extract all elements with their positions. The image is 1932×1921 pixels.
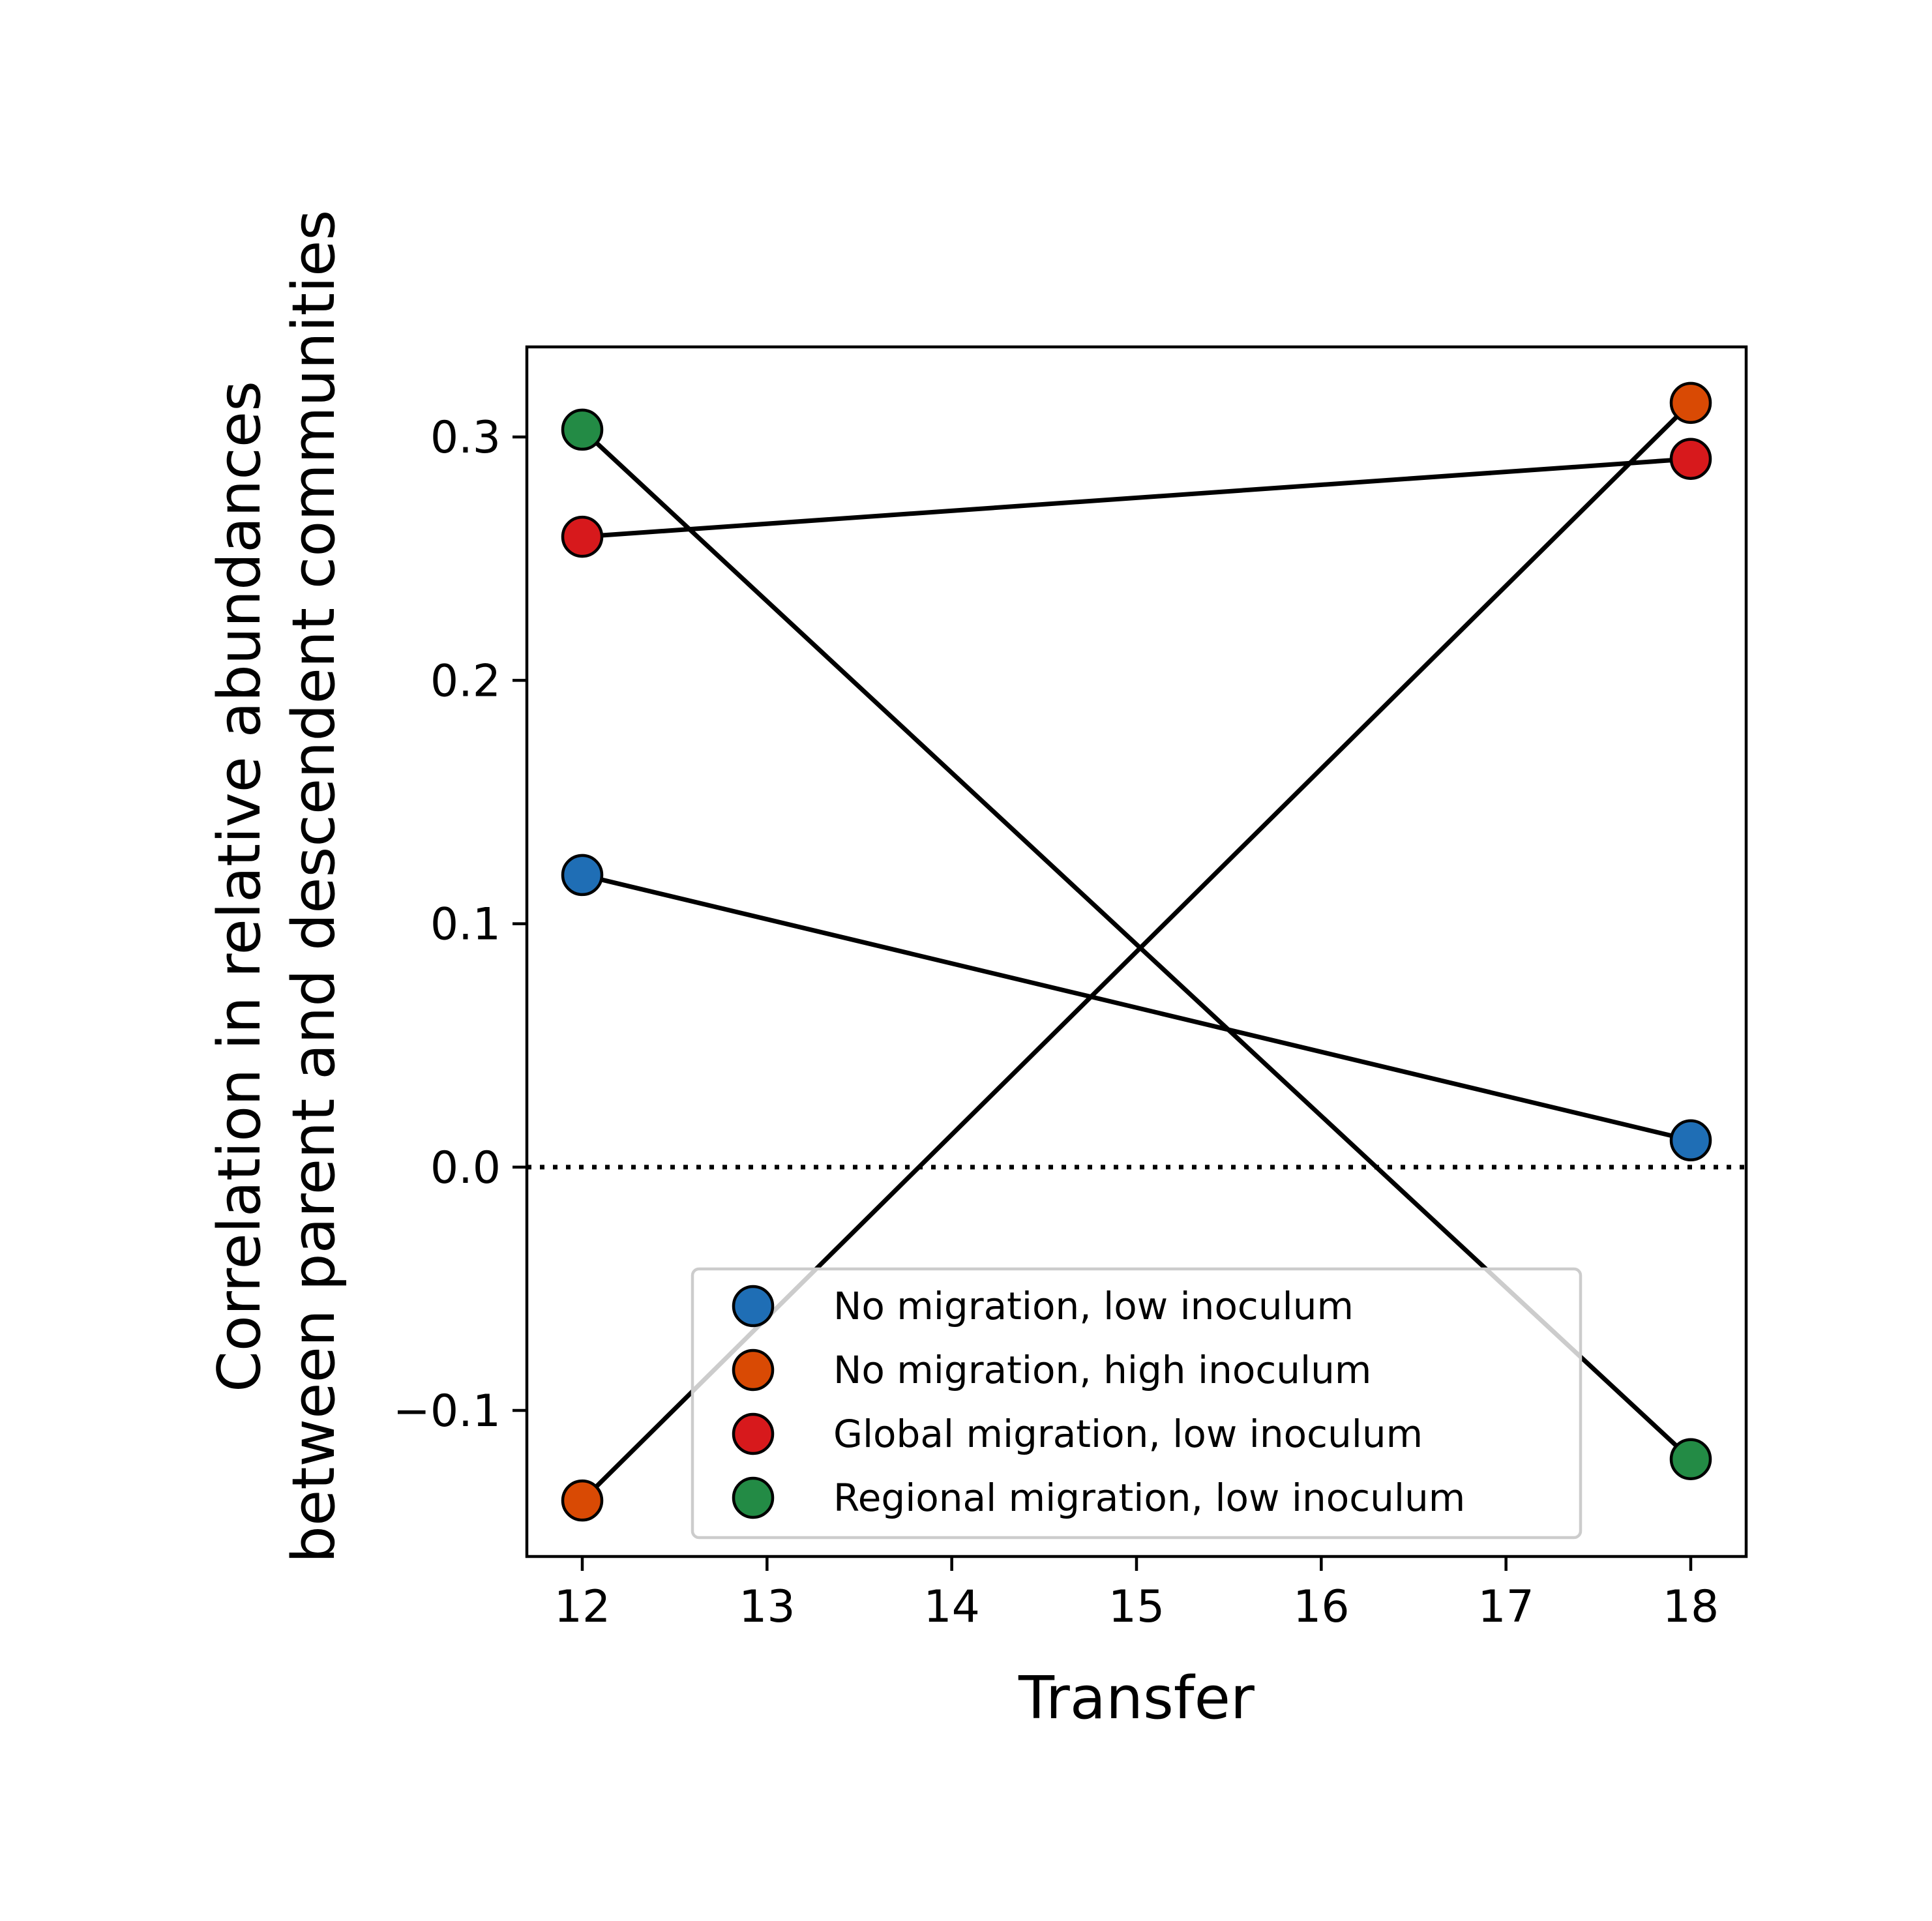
y-tick-label-2: 0.0: [430, 1142, 501, 1194]
data-point-series-1-1: [561, 854, 604, 897]
legend-marker-4: [732, 1476, 775, 1519]
x-tick-label-14: 14: [923, 1581, 980, 1633]
legend-label-4: Regional migration, low inoculum: [833, 1476, 1465, 1520]
y-tick-label-3: 0.1: [430, 899, 501, 951]
x-tick-label-18: 18: [1663, 1581, 1719, 1633]
series-line-3: [582, 456, 1691, 539]
y-tick-label-4: 0.2: [430, 655, 501, 707]
legend-label-1: No migration, low inoculum: [833, 1284, 1354, 1328]
series-line-1: [582, 872, 1691, 1143]
data-point-series-2-2: [1669, 381, 1712, 424]
data-point-series-3-2: [1669, 438, 1712, 480]
legend-box: [691, 1267, 1583, 1540]
y-axis-label-line-1: Correlation in relative abundances: [205, 381, 274, 1392]
data-point-series-4-2: [1669, 1438, 1712, 1480]
legend-marker-2: [732, 1348, 775, 1392]
legend-label-2: No migration, high inoculum: [833, 1348, 1371, 1392]
x-axis-label: Transfer: [1018, 1664, 1255, 1733]
legend-marker-1: [732, 1285, 775, 1328]
data-point-series-4-1: [561, 408, 604, 451]
data-point-series-1-2: [1669, 1119, 1712, 1162]
x-tick-label-16: 16: [1293, 1581, 1350, 1633]
data-point-series-3-1: [561, 515, 604, 558]
data-point-series-2-1: [561, 1479, 604, 1522]
legend-label-3: Global migration, low inoculum: [833, 1412, 1423, 1456]
plot-area: [525, 345, 1748, 1558]
x-tick-label-13: 13: [739, 1581, 795, 1633]
x-tick-label-17: 17: [1478, 1581, 1534, 1633]
x-tick-label-15: 15: [1108, 1581, 1165, 1633]
y-axis-label-line-2: between parent and descendent communitie…: [280, 210, 348, 1564]
y-tick-label-5: 0.3: [430, 412, 501, 464]
legend-marker-3: [732, 1412, 775, 1455]
y-tick-label-1: −0.1: [393, 1386, 501, 1437]
x-tick-label-12: 12: [554, 1581, 611, 1633]
legend: No migration, low inoculum No migration, …: [691, 1267, 1583, 1540]
axis-ticks: 12 13 14 15 16 17 18 −0.1 0.0 0.1 0.2 0.3: [393, 412, 1719, 1633]
